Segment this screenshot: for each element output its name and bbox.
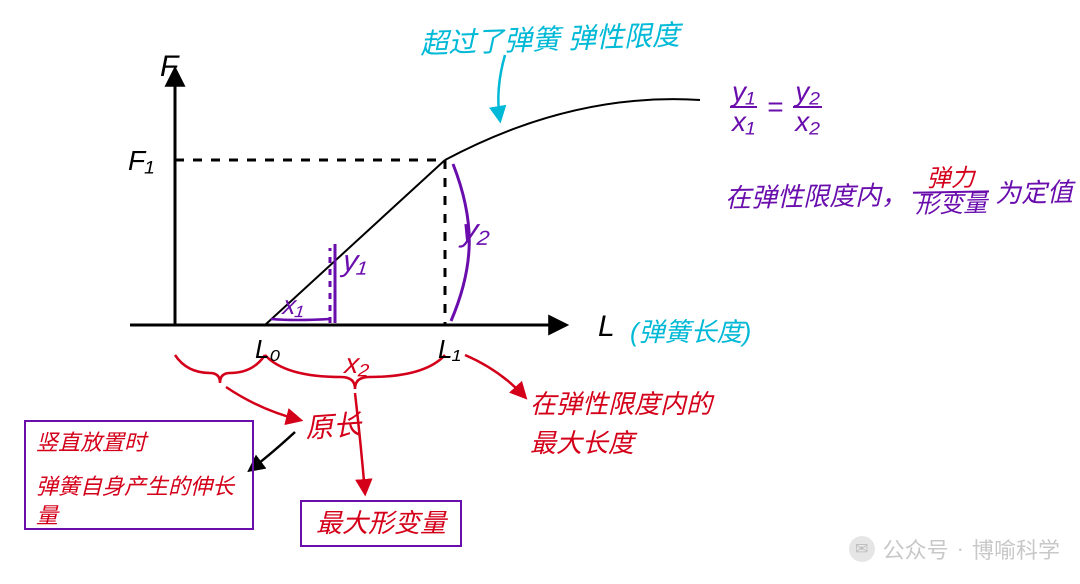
f1-label: F₁ (128, 145, 154, 177)
side-note: 在弹性限度内， 弹力 形变量 为定值 (725, 165, 1074, 221)
eq-sign: = (767, 91, 783, 123)
equation: y₁ x₁ = y₂ x₂ (730, 78, 822, 136)
equation-rhs: y₂ x₂ (793, 78, 822, 136)
eq-rhs-den: x₂ (793, 106, 822, 136)
original-length-label: 原长 (304, 403, 363, 447)
side-frac-num: 弹力 (925, 167, 977, 192)
eq-lhs-num: y₁ (730, 78, 757, 106)
y2-label: y₂ (460, 212, 492, 249)
watermark-name: 博喻科学 (972, 533, 1060, 565)
max-deform-box: 最大形变量 (300, 500, 462, 547)
side-note-prefix: 在弹性限度内， (725, 174, 908, 214)
eq-lhs-den: x₁ (730, 106, 757, 136)
x2-label: x₂ (343, 348, 371, 380)
elastic-max-length-label: 在弹性限度内的 最大长度 (530, 385, 712, 463)
equation-lhs: y₁ x₁ (730, 78, 757, 136)
watermark: ✉ 公众号 · 博喻科学 (849, 533, 1060, 565)
left-box-line2: 弹簧自身产生的伸长量 (36, 472, 242, 531)
watermark-dot: · (957, 536, 964, 562)
x-axis-label: L (598, 310, 615, 344)
wechat-icon: ✉ (849, 536, 875, 562)
y1-label: y₁ (341, 245, 369, 279)
eq-rhs-num: y₂ (793, 78, 822, 106)
left-annotation-box: 竖直放置时 弹簧自身产生的伸长量 (24, 420, 254, 530)
l1-label: L₁ (438, 334, 461, 365)
watermark-prefix: 公众号 (883, 533, 949, 565)
side-note-suffix: 为定值 (995, 171, 1074, 209)
elastic-max-length-text: 在弹性限度内的 最大长度 (530, 389, 712, 458)
diagram-stage: F F₁ L (弹簧长度) L₀ L₁ x₁ y₁ y₂ x₂ 超过了弹簧 弹性… (0, 0, 1080, 579)
x1-label: x₁ (281, 290, 305, 321)
max-deform-label: 最大形变量 (316, 508, 446, 538)
l0-label: L₀ (255, 334, 280, 365)
side-frac-den: 形变量 (913, 190, 989, 217)
x-axis-note: (弹簧长度) (630, 312, 751, 349)
left-box-line1: 竖直放置时 (36, 428, 242, 458)
y-axis-label: F (160, 50, 178, 84)
side-note-frac: 弹力 形变量 (913, 166, 990, 217)
